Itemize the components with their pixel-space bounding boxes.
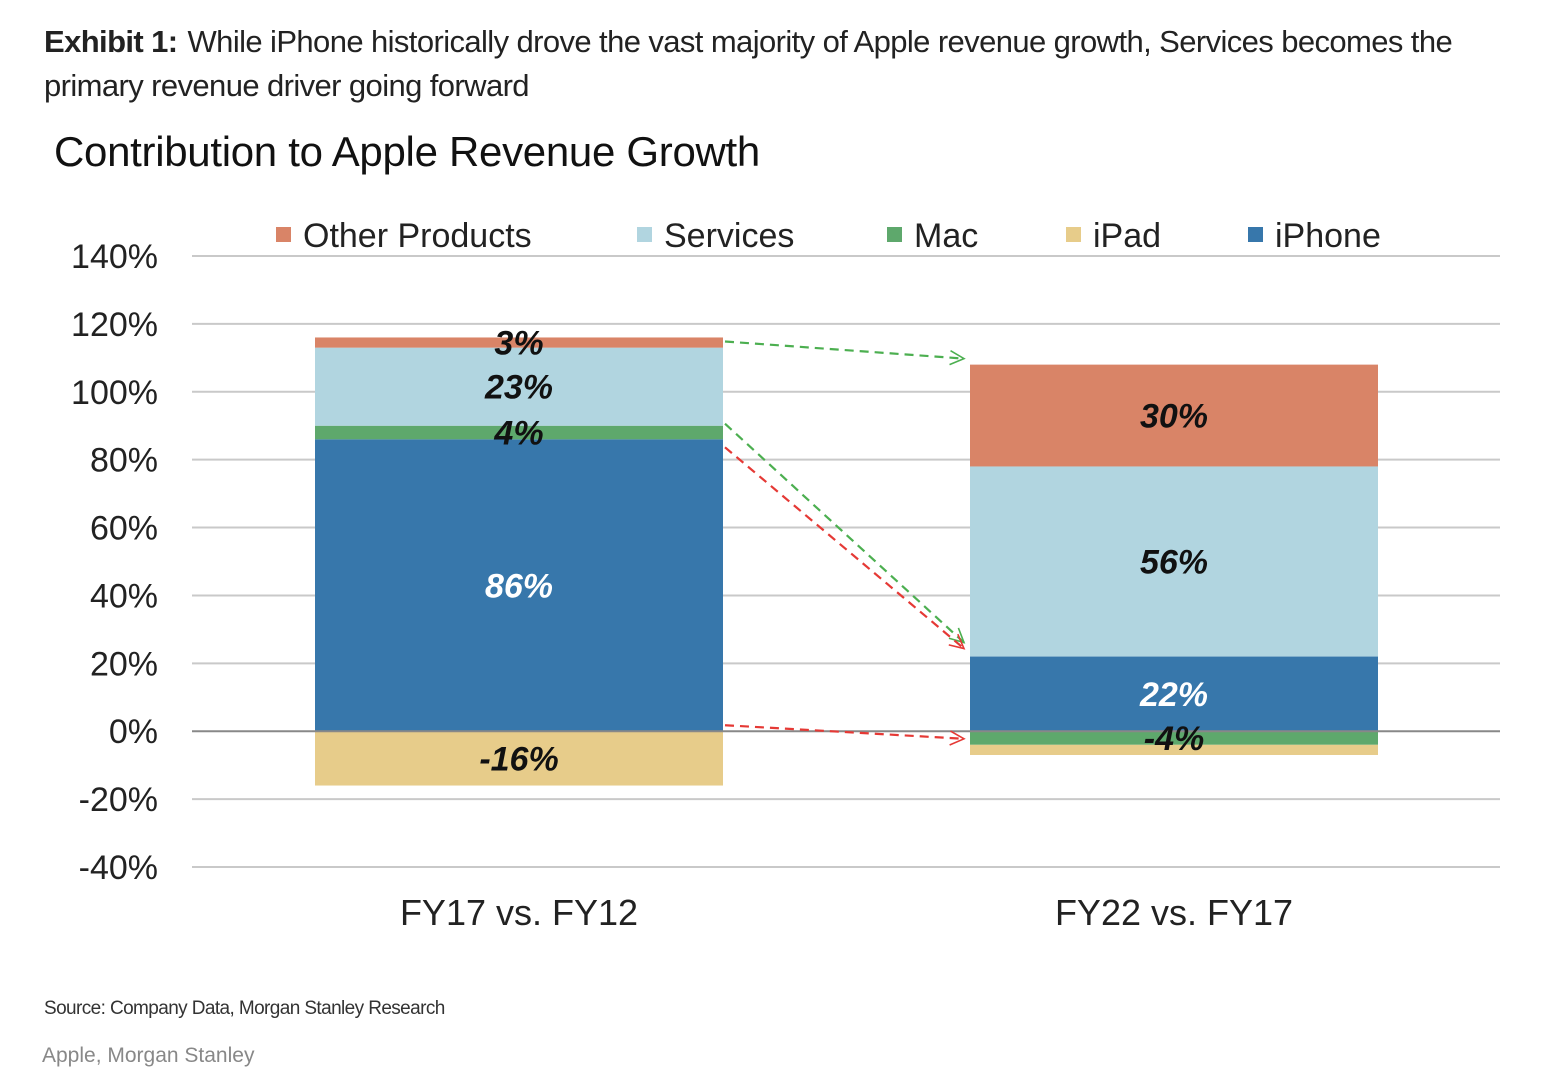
y-tick-label: 60%: [90, 510, 158, 548]
y-tick-label: 100%: [71, 374, 158, 412]
legend-swatch: [1248, 227, 1263, 242]
bar-segment-mac: [970, 731, 1378, 745]
legend-label: Services: [664, 217, 794, 255]
bar-segment-mac: [315, 425, 723, 440]
image-credit: Apple, Morgan Stanley: [42, 1044, 255, 1067]
y-tick-label: 0%: [109, 713, 158, 751]
annotation-arrows: [724, 340, 966, 746]
data-label: 3%: [494, 325, 543, 363]
y-tick-label: 140%: [71, 238, 158, 276]
legend-label: Mac: [914, 217, 978, 255]
x-tick-label: FY17 vs. FY12: [400, 892, 638, 933]
legend-label: iPhone: [1275, 217, 1381, 255]
legend-swatch: [276, 227, 291, 242]
data-label: 22%: [1139, 676, 1208, 714]
exhibit-label: Exhibit 1:: [44, 24, 178, 59]
exhibit-caption: Exhibit 1: While iPhone historically drov…: [44, 20, 1504, 108]
legend-swatch: [887, 227, 902, 242]
y-tick-label: -20%: [79, 781, 158, 819]
bars: [315, 337, 1378, 786]
bar-segment-ipad: [315, 731, 723, 786]
y-axis: 140% 120% 100% 80% 60% 40% 20% 0% -20% -40%: [71, 238, 158, 887]
data-label: 4%: [493, 415, 543, 453]
legend-label: iPad: [1093, 217, 1161, 255]
data-label: -16%: [479, 740, 558, 778]
data-label: 86%: [485, 567, 553, 605]
legend: Other Products Services Mac iPad iPhone: [276, 217, 1381, 255]
bar-segment-services: [315, 347, 723, 426]
bar-segment-other-products: [315, 337, 723, 348]
bar-segment-ipad: [970, 744, 1378, 755]
annotation-arrow: [724, 446, 966, 650]
data-label: 30%: [1140, 398, 1208, 436]
data-label: 56%: [1140, 544, 1208, 582]
bar-segment-other-products: [970, 364, 1378, 467]
data-label: 23%: [484, 369, 553, 407]
legend-swatch: [637, 227, 652, 242]
y-tick-label: 40%: [90, 577, 158, 615]
annotation-arrow: [724, 340, 966, 366]
bar-segment-iphone: [315, 439, 723, 732]
y-tick-label: -40%: [79, 849, 158, 887]
x-tick-label: FY22 vs. FY17: [1055, 892, 1293, 933]
annotation-arrow: [724, 724, 966, 746]
bar-segment-services: [970, 466, 1378, 657]
y-tick-label: 20%: [90, 645, 158, 683]
data-labels: 3% 23% 4% 86% -16% 30% 56% 22% -4%: [479, 325, 1208, 779]
source-note: Source: Company Data, Morgan Stanley Res…: [44, 998, 445, 1019]
y-tick-label: 120%: [71, 306, 158, 344]
chart-title: Contribution to Apple Revenue Growth: [54, 128, 760, 175]
exhibit-text: While iPhone historically drove the vast…: [44, 24, 1453, 103]
legend-label: Other Products: [303, 217, 532, 255]
data-label: -4%: [1144, 720, 1204, 758]
annotation-arrow: [724, 422, 966, 644]
x-axis: FY17 vs. FY12 FY22 vs. FY17: [400, 892, 1293, 933]
y-tick-label: 80%: [90, 442, 158, 480]
legend-swatch: [1066, 227, 1081, 242]
bar-segment-iphone: [970, 656, 1378, 732]
